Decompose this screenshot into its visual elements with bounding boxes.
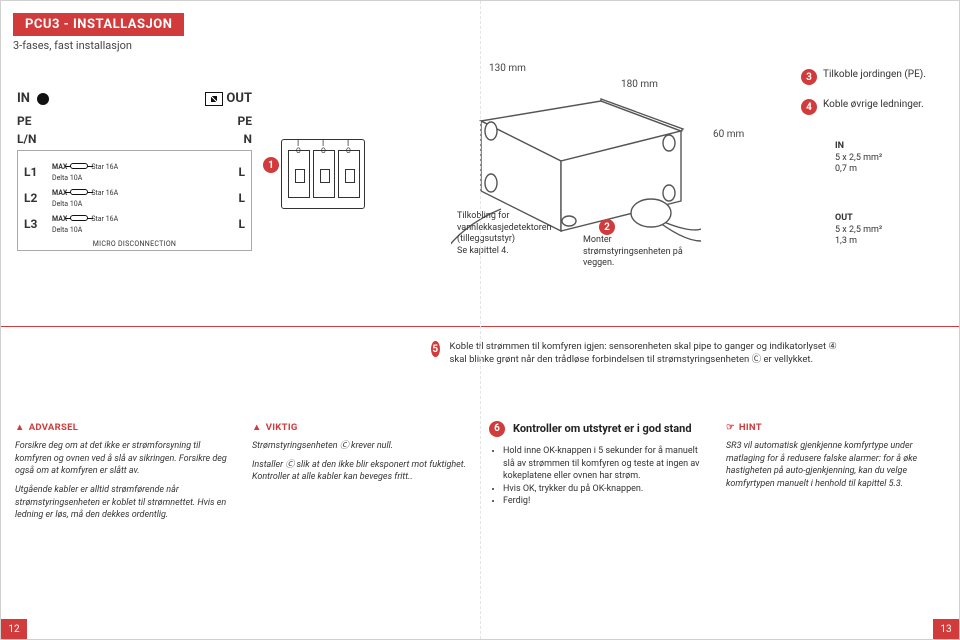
step-1-badge: 1 xyxy=(263,157,279,173)
row-l3-left: L3 xyxy=(24,211,52,237)
row-pe-left: PE xyxy=(17,112,45,130)
dimension-130: 130 mm xyxy=(489,63,526,74)
step-5-block: 5 Koble til strømmen til komfyren igjen:… xyxy=(431,341,851,367)
fused-rows-box: L1 MAX Star 16A Delta 10A L L2 MAX Star 16A… xyxy=(17,150,252,251)
fuse-icon xyxy=(70,189,88,195)
out-title: OUT xyxy=(835,213,853,223)
out-spec: 5 x 2,5 mm²1,3 m xyxy=(835,225,882,247)
row-l2-left: L2 xyxy=(24,185,52,211)
spec2b: Delta 10A xyxy=(52,200,82,208)
info-columns: ▲ ADVARSEL Forsikre deg om at det ikke er… xyxy=(15,421,945,528)
step-3-badge: 3 xyxy=(801,69,817,85)
dimension-180: 180 mm xyxy=(621,79,658,90)
kontroller-b2: Hvis OK, trykker du på OK-knappen. xyxy=(503,483,708,496)
circuit-breaker-illustration xyxy=(281,131,371,221)
step-5-text: Koble til strømmen til komfyren igjen: s… xyxy=(450,341,851,367)
step-3-text: Tilkoble jordingen (PE). xyxy=(823,69,926,80)
hint-column: ☞ HINT SR3 vil automatisk gjenkjenne komf… xyxy=(726,421,945,528)
row-pe-right: PE xyxy=(232,112,252,130)
advarsel-p1: Forsikre deg om at det ikke er strømfors… xyxy=(15,441,227,476)
hint-heading: HINT xyxy=(739,422,762,433)
terminal-table: PE PE L/N N xyxy=(17,112,252,148)
advarsel-column: ▲ ADVARSEL Forsikre deg om at det ikke er… xyxy=(15,421,234,528)
micro-disconnection-label: MICRO DISCONNECTION xyxy=(24,237,245,248)
fuse-icon xyxy=(70,215,88,221)
step-6-badge: 6 xyxy=(489,421,505,437)
row-ln-left: L/N xyxy=(17,130,45,148)
kontroller-column: 6 Kontroller om utstyret er i god stand … xyxy=(489,421,708,528)
max-label-1: MAX xyxy=(52,163,67,171)
spec3a: Star 16A xyxy=(91,215,118,223)
warning-icon: ▲ xyxy=(15,422,25,433)
viktig-p2: Installer Ⓒ slik at den ikke blir ekspon… xyxy=(252,460,466,483)
page-number-right: 13 xyxy=(933,619,959,639)
caption-tilkobling: Tilkobling for vannlekkasjedetektoren (t… xyxy=(457,211,567,258)
in-spec: 5 x 2,5 mm²0,7 m xyxy=(835,153,882,175)
viktig-p1: Strømstyringsenheten Ⓒ krever null. xyxy=(252,441,393,451)
viktig-heading: VIKTIG xyxy=(266,422,298,433)
spec3b: Delta 10A xyxy=(52,226,82,234)
in-title: IN xyxy=(835,141,844,151)
kontroller-heading: Kontroller om utstyret er i god stand xyxy=(513,421,692,436)
step-2-badge: 2 xyxy=(599,219,615,235)
row-l1-right: L xyxy=(225,159,245,185)
divider-rule xyxy=(1,326,959,327)
caption-in: IN 5 x 2,5 mm²0,7 m xyxy=(835,141,925,176)
wiring-diagram: IN OUT PE PE L/N N L1 MAX Star 16A Delta 10A… xyxy=(17,91,252,251)
advarsel-heading: ADVARSEL xyxy=(29,422,79,433)
section-title: PCU3 - INSTALLASJON xyxy=(13,13,184,36)
warning-icon: ▲ xyxy=(252,422,262,433)
page-number-left: 12 xyxy=(1,619,27,639)
max-label-3: MAX xyxy=(52,215,67,223)
step-4-badge: 4 xyxy=(801,99,817,115)
spec1a: Star 16A xyxy=(91,163,118,171)
out-label: OUT xyxy=(226,91,252,106)
dimension-60: 60 mm xyxy=(713,129,744,140)
out-pulse-icon xyxy=(205,92,223,106)
kontroller-b3: Ferdig! xyxy=(503,495,708,508)
spec2a: Star 16A xyxy=(91,189,118,197)
row-ln-right: N xyxy=(232,130,252,148)
hint-icon: ☞ xyxy=(726,422,735,433)
row-l3-right: L xyxy=(225,211,245,237)
caption-monter: Monter strømstyringsenheten på veggen. xyxy=(583,235,693,270)
row-l2-right: L xyxy=(225,185,245,211)
advarsel-p2: Utgående kabler er alltid strømførende n… xyxy=(15,485,226,520)
caption-out: OUT 5 x 2,5 mm²1,3 m xyxy=(835,213,925,248)
in-dot-icon xyxy=(37,93,49,105)
step-5-badge: 5 xyxy=(431,341,440,357)
manual-spread: PCU3 - INSTALLASJON 3-fases, fast instal… xyxy=(0,0,960,640)
hint-p1: SR3 vil automatisk gjenkjenne komfyrtype… xyxy=(726,441,917,489)
max-label-2: MAX xyxy=(52,189,67,197)
kontroller-b1: Hold inne OK-knappen i 5 sekunder for å … xyxy=(503,445,708,483)
row-l1-left: L1 xyxy=(24,159,52,185)
fuse-icon xyxy=(70,163,88,169)
spec1b: Delta 10A xyxy=(52,174,82,182)
step-4-text: Koble øvrige ledninger. xyxy=(823,99,924,110)
viktig-column: ▲ VIKTIG Strømstyringsenheten Ⓒ krever nu… xyxy=(252,421,471,528)
in-label: IN xyxy=(17,91,30,106)
section-subtitle: 3-fases, fast installasjon xyxy=(13,39,132,52)
